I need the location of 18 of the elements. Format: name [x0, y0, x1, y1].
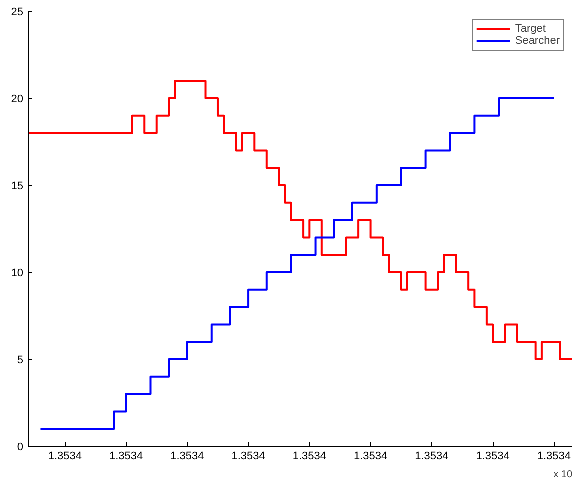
legend-label: Searcher	[515, 35, 560, 47]
legend-label: Target	[515, 23, 546, 35]
y-tick-label: 10	[11, 268, 24, 280]
x-tick-label: 1.3534	[476, 450, 510, 462]
y-tick-label: 20	[11, 94, 24, 106]
x-tick-label: 1.3534	[109, 450, 144, 462]
text: x 10	[554, 470, 573, 480]
y-tick-label: 5	[17, 354, 24, 366]
y-tick-label: 0	[17, 442, 24, 454]
x-tick-label: 1.3534	[354, 450, 388, 462]
x-tick-label: 1.3534	[170, 450, 204, 462]
y-tick-label: 25	[11, 6, 24, 18]
x-tick-label: 1.3534	[537, 450, 571, 462]
x-tick-label: 1.3534	[415, 450, 449, 462]
x-tick-label: 1.3534	[232, 450, 266, 462]
x-tick-label: 1.3534	[48, 450, 82, 462]
y-tick-label: 15	[11, 180, 24, 192]
x-tick-label: 1.3534	[292, 450, 327, 462]
